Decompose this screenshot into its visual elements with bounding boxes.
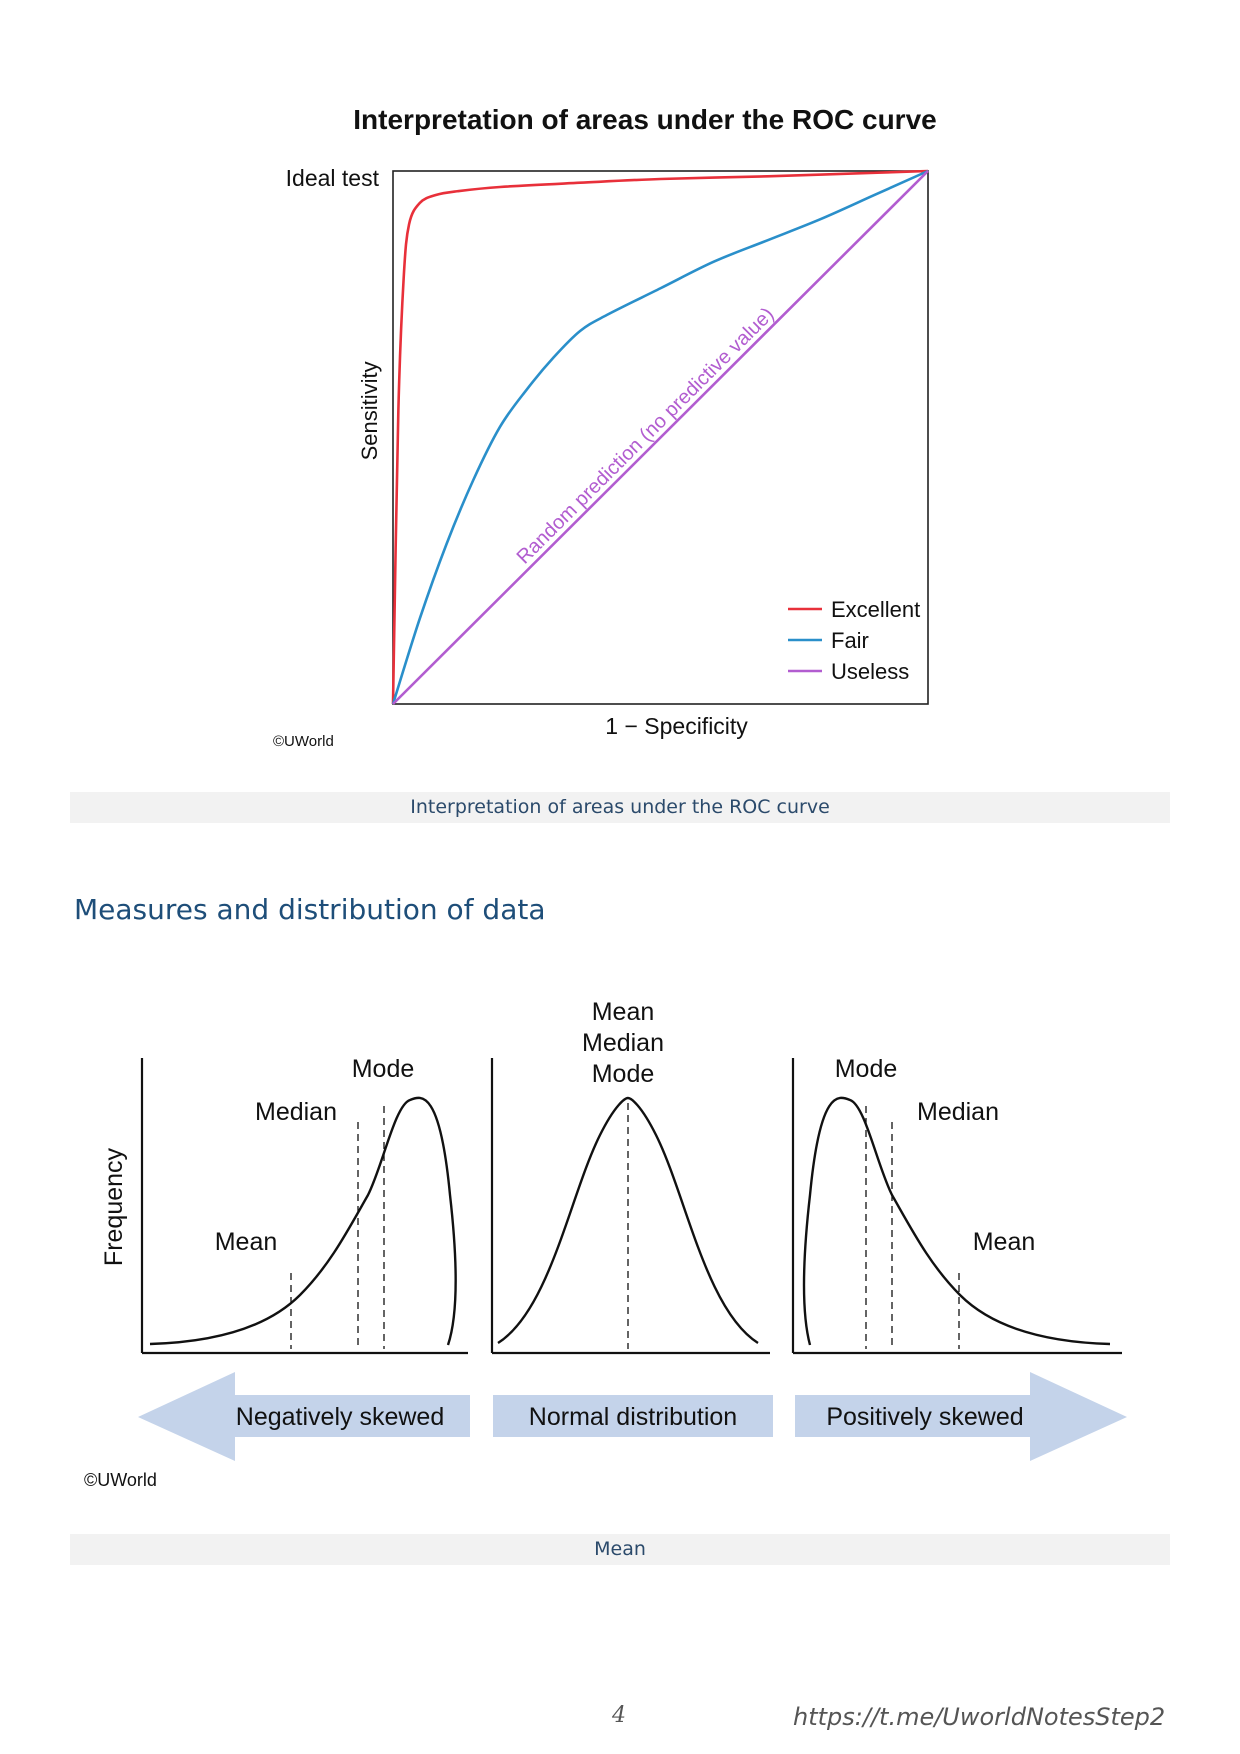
roc-series-excellent: [391, 169, 929, 705]
roc-figure-caption: Interpretation of areas under the ROC cu…: [70, 792, 1170, 823]
normal-mean-label: Mean: [592, 998, 655, 1026]
roc-ideal-label: Ideal test: [286, 165, 380, 191]
positively-skewed-label: Positively skewed: [826, 1403, 1023, 1431]
roc-copyright: ©UWorld: [273, 733, 334, 750]
pos-median-label: Median: [917, 1098, 999, 1126]
channel-link[interactable]: https://t.me/UworldNotesStep2: [793, 1703, 1166, 1731]
negatively-skewed-label: Negatively skewed: [236, 1403, 444, 1431]
pos-skew-curve: [802, 1096, 1111, 1346]
normal-distribution-label: Normal distribution: [529, 1403, 737, 1431]
neg-mode-label: Mode: [352, 1055, 415, 1083]
legend-label-excellent: Excellent: [831, 597, 920, 622]
normal-mode-label: Mode: [592, 1060, 655, 1088]
negatively-skewed-panel: Mode Median Mean: [140, 1055, 468, 1355]
legend-label-fair: Fair: [831, 628, 869, 653]
legend-label-useless: Useless: [831, 659, 909, 684]
normal-distribution-band: [493, 1395, 773, 1437]
roc-series-fair: [391, 169, 929, 705]
distribution-figure: Frequency Mode Median Mean Mean Median M…: [84, 998, 1127, 1490]
normal-curve: [497, 1096, 759, 1345]
page-number: 4: [612, 1703, 626, 1728]
distribution-figure-caption: Mean: [70, 1534, 1170, 1565]
negative-skew-arrow: [138, 1372, 470, 1461]
roc-series-group: [391, 169, 929, 705]
positive-skew-arrow: [795, 1372, 1127, 1461]
roc-diagonal-label: Random prediction (no predictive value): [513, 303, 779, 568]
pos-mean-label: Mean: [973, 1228, 1036, 1256]
roc-chart: Interpretation of areas under the ROC cu…: [273, 104, 937, 750]
roc-legend: Excellent Fair Useless: [788, 597, 920, 684]
neg-mean-label: Mean: [215, 1228, 278, 1256]
neg-skew-curve: [149, 1096, 457, 1346]
neg-median-label: Median: [255, 1098, 337, 1126]
section-heading: Measures and distribution of data: [74, 893, 546, 926]
roc-x-axis-label: 1 − Specificity: [605, 713, 748, 739]
positively-skewed-panel: Mode Median Mean: [791, 1055, 1122, 1355]
roc-y-axis-label: Sensitivity: [357, 361, 382, 460]
roc-chart-title: Interpretation of areas under the ROC cu…: [353, 104, 936, 135]
normal-distribution-panel: Mean Median Mode: [490, 998, 770, 1355]
roc-plot-frame: [392, 170, 929, 705]
frequency-axis-label: Frequency: [100, 1147, 128, 1266]
distribution-copyright: ©UWorld: [84, 1470, 157, 1490]
normal-median-label: Median: [582, 1029, 664, 1057]
roc-series-useless: [392, 170, 929, 705]
pos-mode-label: Mode: [835, 1055, 898, 1083]
